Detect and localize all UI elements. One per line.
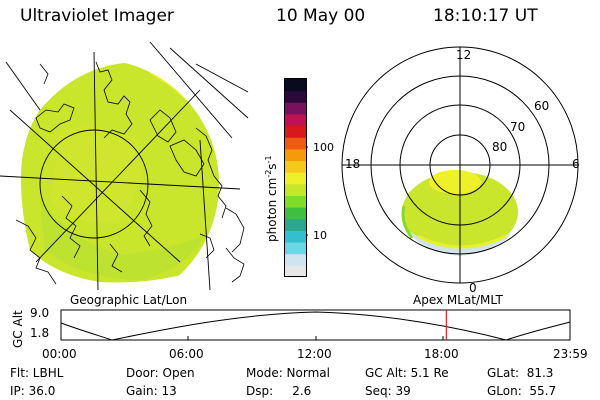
altitude-ymin-label: 1.8 (30, 326, 50, 340)
polar-grid (341, 46, 579, 284)
time-tick-0600: 06:00 (169, 347, 204, 361)
colorbar-stripe (285, 183, 306, 196)
colorbar-tick-100: 100 (313, 141, 334, 154)
mlt-18-label: 18 (345, 157, 360, 171)
colorbar-stripe (285, 160, 306, 173)
altitude-plot (60, 309, 571, 341)
instrument-title: Ultraviolet Imager (20, 6, 174, 26)
time-tick-1800: 18:00 (424, 347, 459, 361)
mlat-60-label: 60 (534, 99, 549, 113)
colorbar-stripe (285, 90, 306, 103)
left-panel-caption: Geographic Lat/Lon (70, 293, 188, 307)
colorbar-stripe (285, 230, 306, 243)
glat-info: GLat: 81.3 (487, 366, 554, 380)
colorbar-stripe (285, 242, 306, 255)
seq-info: Seq: 39 (365, 384, 411, 398)
date-label: 10 May 00 (276, 6, 366, 26)
color-scale-bar (284, 78, 308, 278)
colorbar-stripe (285, 195, 306, 208)
gain-info: Gain: 13 (126, 384, 177, 398)
mlt-0-label: 0 (469, 281, 477, 295)
gc-alt-info: GC Alt: 5.1 Re (365, 366, 449, 380)
time-tick-0000: 00:00 (42, 347, 77, 361)
colorbar-stripe (285, 265, 306, 278)
auroral-image (21, 62, 219, 283)
mlt-6-label: 6 (572, 157, 580, 171)
colorbar-tick-10: 10 (313, 229, 327, 242)
dsp-info: Dsp: 2.6 (246, 384, 312, 398)
altitude-ticks (60, 336, 571, 340)
door-info: Door: Open (126, 366, 195, 380)
mode-info: Mode: Normal (246, 366, 330, 380)
altitude-ymax-label: 9.0 (30, 306, 50, 320)
colorbar-stripe (285, 125, 306, 138)
colorbar-stripe (285, 218, 306, 231)
mlt-12-label: 12 (456, 48, 471, 62)
colorbar-stripe (285, 207, 306, 220)
latlon-grid (0, 41, 249, 291)
colorbar-unit-label: photon cm-2s-1 (264, 155, 279, 242)
right-panel-caption: Apex MLat/MLT (413, 293, 503, 307)
time-tick-2359: 23:59 (553, 347, 588, 361)
flight-info: Flt: LBHL (10, 366, 64, 380)
time-label: 18:10:17 UT (433, 6, 538, 26)
colorbar-stripe (285, 113, 306, 127)
altitude-curve (60, 311, 571, 341)
colorbar-stripe (285, 172, 306, 185)
colorbar-stripe (285, 148, 306, 162)
altitude-axis-label: GC Alt (11, 310, 25, 348)
glon-info: GLon: 55.7 (487, 384, 557, 398)
polar-mlt-plot: 12 18 6 0 60 70 80 (341, 46, 580, 295)
coastlines (15, 61, 245, 285)
colorbar-stripe (285, 137, 306, 150)
mlat-70-label: 70 (510, 120, 525, 134)
geographic-image-panel (0, 41, 249, 291)
ip-info: IP: 36.0 (10, 384, 56, 398)
mlat-80-label: 80 (492, 140, 507, 154)
colorbar-stripe (285, 253, 306, 266)
colorbar-stripe (285, 79, 306, 92)
colorbar-stripe (285, 102, 306, 115)
time-tick-1200: 12:00 (297, 347, 332, 361)
